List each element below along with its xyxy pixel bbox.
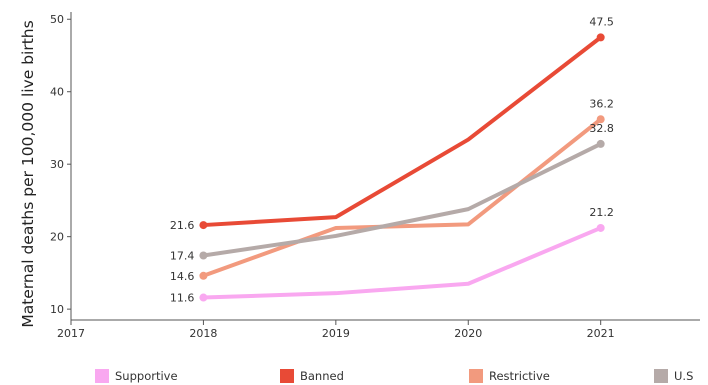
y-tick-label: 20	[50, 231, 64, 244]
data-label: 17.4	[170, 250, 195, 263]
y-axis-title: Maternal deaths per 100,000 live births	[19, 20, 37, 327]
legend-swatch	[469, 369, 483, 383]
legend-label: Restrictive	[489, 369, 550, 383]
x-tick-label: 2021	[587, 327, 615, 340]
legend-item: U.S	[654, 369, 693, 383]
data-point	[199, 293, 208, 302]
data-point	[596, 223, 605, 232]
data-label: 47.5	[589, 15, 614, 28]
data-point	[596, 33, 605, 42]
legend-swatch	[280, 369, 294, 383]
x-tick-label: 2019	[322, 327, 350, 340]
data-label: 11.6	[170, 292, 195, 305]
data-label: 32.8	[589, 122, 614, 135]
data-label: 14.6	[170, 270, 195, 283]
series-line	[201, 117, 603, 278]
series-group: 11.6 21.2 21.6 47.5 14.6 36.2 17.4 32.8	[170, 15, 614, 304]
legend-label: Supportive	[115, 369, 178, 383]
legend-item: Restrictive	[469, 369, 550, 383]
data-point	[199, 251, 208, 260]
data-point	[199, 221, 208, 230]
axes: 10 20 30 40 50 2017 2018 2019 2020 2021	[50, 12, 700, 340]
series-us: 17.4 32.8	[170, 122, 614, 263]
data-point	[199, 271, 208, 280]
data-label: 36.2	[589, 97, 614, 110]
legend-swatch	[654, 369, 668, 383]
x-tick-label: 2017	[57, 327, 85, 340]
data-label: 21.2	[589, 206, 614, 219]
x-tick-label: 2020	[454, 327, 482, 340]
legend-item: Supportive	[95, 369, 178, 383]
series-line	[201, 141, 603, 258]
series-restrictive: 14.6 36.2	[170, 97, 614, 283]
legend: Supportive Banned Restrictive U.S	[95, 369, 693, 383]
series-line	[201, 225, 603, 300]
series-banned: 21.6 47.5	[170, 15, 614, 232]
legend-swatch	[95, 369, 109, 383]
data-label: 21.6	[170, 219, 195, 232]
series-line	[201, 35, 603, 228]
y-tick-label: 40	[50, 86, 64, 99]
legend-label: U.S	[674, 369, 693, 383]
data-point	[596, 139, 605, 148]
y-tick-label: 50	[50, 13, 64, 26]
y-tick-label: 10	[50, 303, 64, 316]
y-tick-label: 30	[50, 158, 64, 171]
data-point	[596, 115, 605, 124]
x-tick-label: 2018	[189, 327, 217, 340]
legend-label: Banned	[300, 369, 344, 383]
legend-item: Banned	[280, 369, 344, 383]
series-supportive: 11.6 21.2	[170, 206, 614, 305]
